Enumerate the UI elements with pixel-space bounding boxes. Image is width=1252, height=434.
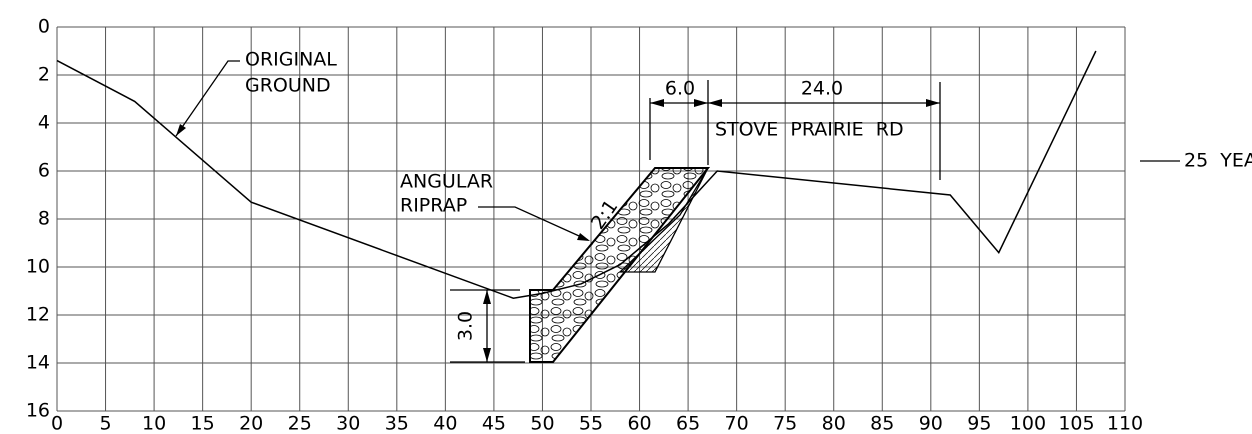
x-tick-label: 65 [676, 413, 700, 434]
x-tick-label: 70 [725, 413, 749, 434]
y-tick-label: 14 [26, 352, 50, 374]
y-tick-label: 6 [38, 160, 50, 182]
x-tick-label: 100 [1010, 413, 1046, 434]
x-tick-label: 20 [239, 413, 263, 434]
x-tick-label: 10 [142, 413, 166, 434]
y-tick-label: 10 [26, 256, 50, 278]
ground-line [56, 50, 1097, 299]
y-tick-label: 8 [38, 208, 50, 230]
x-tick-label: 30 [336, 413, 360, 434]
x-tick-label: 110 [1107, 413, 1143, 434]
annotation: ORIGINAL [245, 49, 337, 71]
annotation: 6.0 [665, 78, 695, 100]
annotation: GROUND [245, 75, 331, 97]
x-tick-label: 40 [433, 413, 457, 434]
arrowhead [577, 233, 590, 241]
x-tick-label: 5 [99, 413, 111, 434]
annotation: STOVE PRAIRIE RD [715, 119, 904, 141]
annotation: RIPRAP [400, 195, 467, 217]
y-tick-label: 0 [38, 16, 50, 38]
x-tick-label: 95 [967, 413, 991, 434]
x-tick-label: 45 [482, 413, 506, 434]
arrowhead [176, 124, 186, 136]
leader [175, 60, 240, 137]
leader [478, 206, 589, 241]
x-tick-label: 15 [191, 413, 215, 434]
x-tick-label: 35 [385, 413, 409, 434]
dimension-line [649, 80, 941, 180]
x-tick-label: 60 [627, 413, 651, 434]
y-tick-label: 16 [26, 400, 50, 422]
x-tick-label: 105 [1058, 413, 1094, 434]
annotation: ANGULAR [400, 171, 493, 193]
arrowhead [650, 99, 940, 107]
y-tick-label: 2 [38, 64, 50, 86]
x-tick-label: 0 [51, 413, 63, 434]
x-tick-label: 55 [579, 413, 603, 434]
annotation: 25 YEAR [1184, 150, 1252, 172]
x-tick-label: 85 [870, 413, 894, 434]
x-tick-label: 90 [919, 413, 943, 434]
x-tick-label: 80 [822, 413, 846, 434]
bedding [618, 167, 709, 273]
annotation: 3.0 [455, 311, 477, 341]
annotation: 24.0 [801, 78, 843, 100]
y-tick-label: 12 [26, 304, 50, 326]
x-tick-label: 25 [288, 413, 312, 434]
x-tick-label: 75 [773, 413, 797, 434]
y-tick-label: 4 [38, 112, 50, 134]
x-tick-label: 50 [530, 413, 554, 434]
plot [56, 50, 1097, 299]
